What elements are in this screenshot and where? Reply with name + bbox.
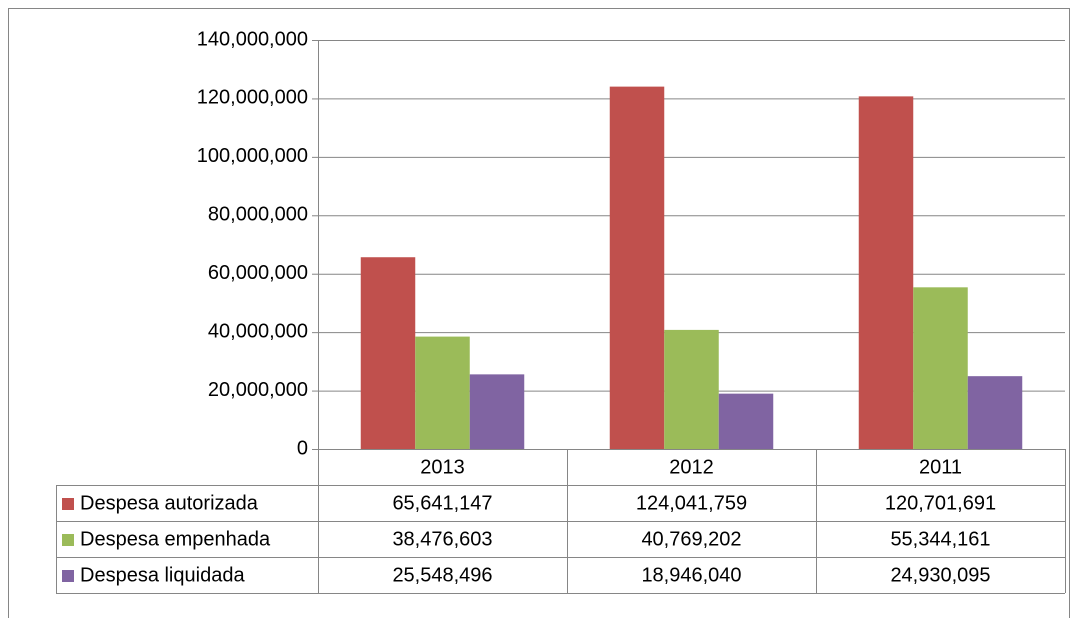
legend-key [62, 534, 74, 546]
y-tick-label: 120,000,000 [197, 87, 308, 109]
y-tick-label: 0 [297, 437, 308, 459]
bar [469, 374, 525, 449]
bar [415, 336, 470, 449]
table-value: 18,946,040 [641, 564, 741, 586]
table-value: 65,641,147 [392, 492, 492, 514]
bar [967, 376, 1023, 449]
table-value: 40,769,202 [641, 528, 741, 550]
legend-label: Despesa empenhada [80, 528, 271, 550]
legend-label: Despesa liquidada [80, 564, 245, 586]
bar [858, 96, 914, 449]
legend-key [62, 570, 74, 582]
y-tick-label: 100,000,000 [197, 145, 308, 167]
table-value: 38,476,603 [392, 528, 492, 550]
y-tick-label: 140,000,000 [197, 28, 308, 50]
bar [360, 257, 416, 449]
table-value: 55,344,161 [890, 528, 990, 550]
bar [664, 329, 719, 449]
x-tick-label: 2011 [919, 456, 962, 478]
chart-border [8, 8, 1070, 618]
legend-key [62, 498, 74, 510]
legend-label: Despesa autorizada [80, 492, 259, 514]
y-tick-label: 60,000,000 [208, 262, 308, 284]
y-tick-label: 40,000,000 [208, 320, 308, 342]
x-tick-label: 2012 [669, 456, 714, 478]
bar [913, 287, 968, 449]
table-value: 25,548,496 [392, 564, 492, 586]
bar [609, 86, 665, 450]
x-tick-label: 2013 [420, 456, 465, 478]
y-tick-label: 20,000,000 [208, 379, 308, 401]
table-value: 120,701,691 [885, 492, 996, 514]
table-value: 24,930,095 [890, 564, 990, 586]
table-value: 124,041,759 [636, 492, 747, 514]
bar [718, 393, 774, 449]
y-tick-label: 80,000,000 [208, 204, 308, 226]
